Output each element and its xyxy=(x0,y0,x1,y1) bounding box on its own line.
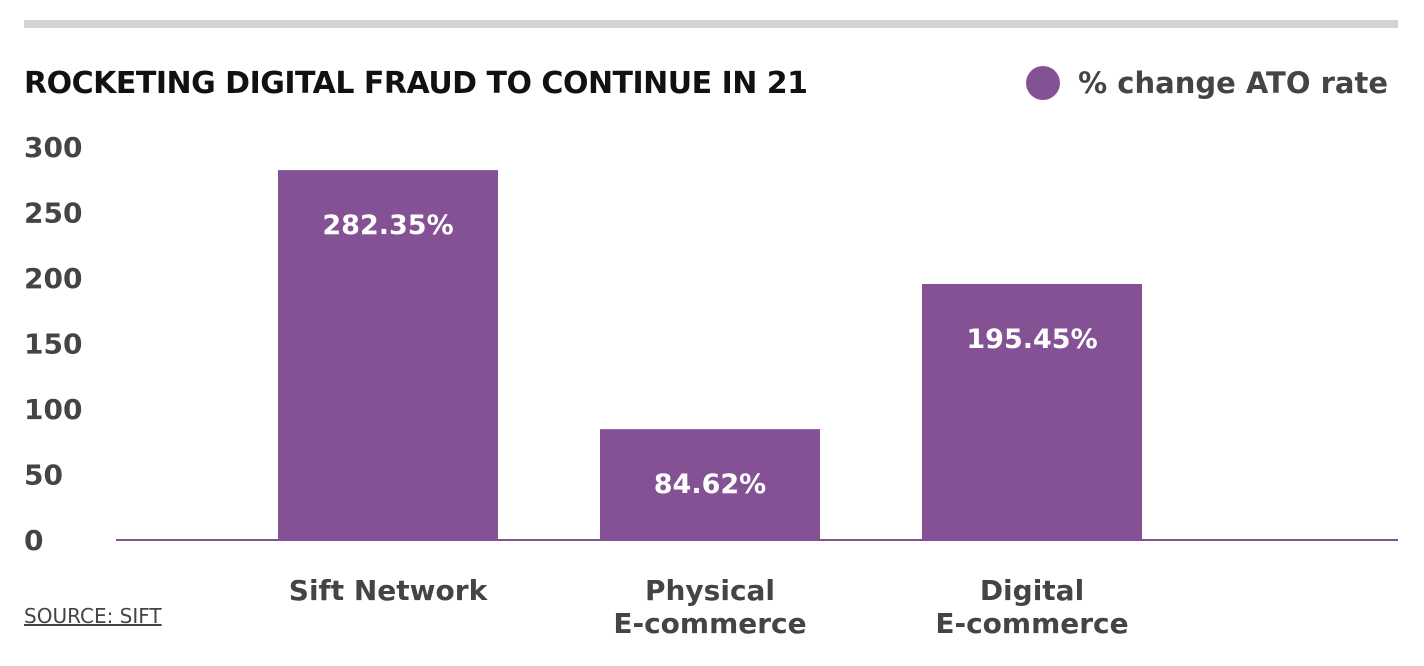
y-tick-label: 200 xyxy=(24,262,82,295)
y-tick-label: 300 xyxy=(24,131,82,164)
legend: % change ATO rate xyxy=(1026,66,1388,100)
legend-swatch xyxy=(1026,66,1061,100)
source-link[interactable]: SOURCE: SIFT xyxy=(24,604,162,628)
category-label: E-commerce xyxy=(935,607,1128,640)
category-label: Physical xyxy=(645,574,775,607)
category-label: Sift Network xyxy=(289,574,489,607)
data-label: 195.45% xyxy=(966,324,1097,355)
y-tick-label: 250 xyxy=(24,197,82,230)
data-label: 84.62% xyxy=(654,469,766,500)
y-tick-label: 100 xyxy=(24,393,82,426)
bar xyxy=(922,283,1142,540)
legend-label: % change ATO rate xyxy=(1078,66,1388,100)
top-rule xyxy=(24,20,1398,28)
y-tick-label: 0 xyxy=(24,524,43,557)
bar xyxy=(278,170,498,540)
chart-title: ROCKETING DIGITAL FRAUD TO CONTINUE IN 2… xyxy=(24,66,808,101)
category-label: Digital xyxy=(980,574,1084,607)
category-label: E-commerce xyxy=(613,607,806,640)
y-tick-label: 150 xyxy=(24,328,82,361)
bar xyxy=(600,429,820,540)
data-label: 282.35% xyxy=(322,210,453,241)
y-tick-label: 50 xyxy=(24,459,63,492)
